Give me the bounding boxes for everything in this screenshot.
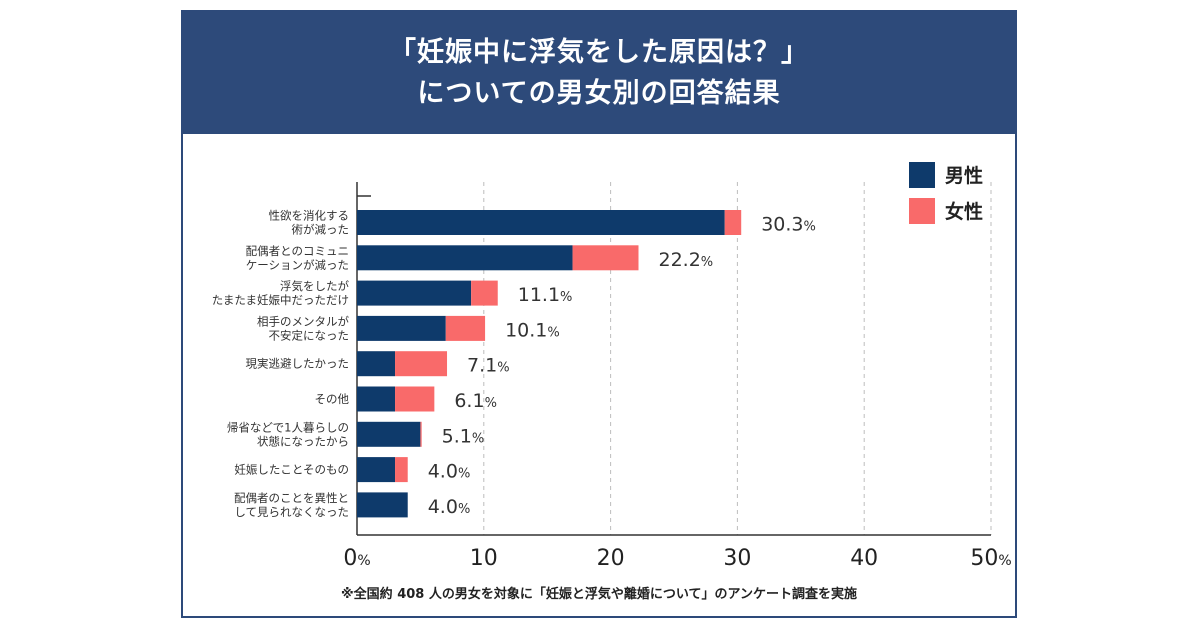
chart-header: 「妊娠中に浮気をした原因は？」 についての男女別の回答結果	[183, 12, 1015, 134]
category-label: 性欲を消化する術が減った	[269, 209, 350, 237]
chart-title-line1: 「妊娠中に浮気をした原因は？」	[389, 37, 809, 68]
category-label: 配偶者のことを異性として見られなくなった	[234, 491, 349, 519]
bar-female	[445, 315, 486, 341]
category-label: 帰省などで1人暮らしの状態になったから	[227, 420, 349, 448]
category-label: 相手のメンタルが不安定になった	[257, 314, 349, 342]
bar-total-label: 4.0%	[428, 496, 471, 518]
survey-footnote: ※全国約 408 人の男女を対象に「妊娠と浮気や離婚について」のアンケート調査を…	[341, 587, 857, 602]
bar-female	[395, 351, 448, 377]
x-tick-label: 10	[470, 546, 498, 571]
x-tick-label: 20	[597, 546, 625, 571]
category-label: 妊娠したことそのもの	[234, 463, 349, 477]
bar-total-label: 10.1%	[505, 319, 560, 341]
x-tick-label: 50%	[970, 546, 1011, 571]
bar-total-label: 11.1%	[518, 284, 573, 306]
chart-title-line2: についての男女別の回答結果	[417, 78, 781, 109]
legend-label-male: 男性	[945, 164, 983, 187]
bar-male	[357, 421, 421, 447]
bar-male	[357, 245, 573, 271]
bar-total-label: 30.3%	[761, 214, 816, 236]
bar-male	[357, 280, 472, 306]
legend-swatch-female	[909, 198, 935, 224]
category-label: 浮気をしたがたまたま妊娠中だっただけ	[212, 279, 350, 307]
bar-female	[724, 210, 742, 235]
bar-total-label: 5.1%	[442, 425, 485, 447]
stacked-bar-chart: 0% 10 20 30 40 50% 30.3% 性欲を消化する術が減った 22.2% 配偶者との…	[212, 162, 1012, 571]
bar-total-label: 22.2%	[658, 249, 713, 271]
bar-female	[471, 280, 498, 306]
bar-male	[357, 457, 396, 483]
category-label: その他	[315, 392, 350, 406]
bar-male	[357, 351, 396, 377]
bar-male	[357, 492, 408, 518]
bar-male	[357, 210, 725, 235]
bar-female	[395, 457, 408, 483]
bar-male	[357, 386, 396, 412]
legend-swatch-male	[909, 162, 935, 188]
x-tick-label: 40	[850, 546, 878, 571]
bar-female	[572, 245, 639, 271]
bar-female	[420, 421, 422, 447]
category-label: 配偶者とのコミュニケーションが減った	[246, 244, 349, 272]
legend-label-female: 女性	[945, 200, 983, 223]
bar-total-label: 4.0%	[428, 461, 471, 483]
bar-female	[395, 386, 435, 412]
bar-total-label: 7.1%	[467, 355, 510, 377]
bar-male	[357, 315, 446, 341]
x-tick-label: 30	[723, 546, 751, 571]
category-label: 現実逃避したかった	[246, 357, 350, 371]
x-tick-label: 0%	[343, 546, 370, 571]
bar-total-label: 6.1%	[454, 390, 497, 412]
chart-card: 「妊娠中に浮気をした原因は？」 についての男女別の回答結果 0% 10 20 30 40…	[181, 10, 1017, 618]
